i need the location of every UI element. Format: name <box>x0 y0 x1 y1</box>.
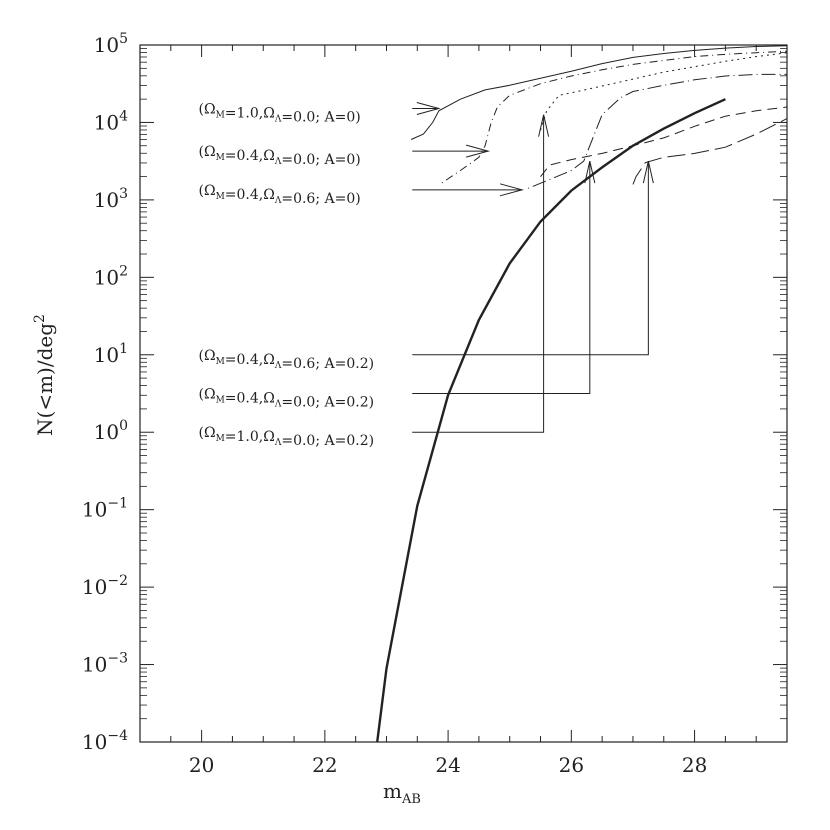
arrow-head <box>538 114 550 137</box>
x-tick-label: 28 <box>682 753 707 777</box>
axis-ticks <box>140 44 788 743</box>
y-tick-label: 105 <box>94 31 128 57</box>
y-tick-label: 10−3 <box>82 651 128 677</box>
x-axis-title: mAB <box>383 779 421 807</box>
y-tick-label: 10−4 <box>82 728 128 754</box>
x-tick-label: 26 <box>559 753 584 777</box>
y-tick-label: 100 <box>94 418 128 444</box>
x-tick-label: 22 <box>312 753 337 777</box>
axis-tick-labels: 20 22 24 26 28 10−4 10−3 10−2 10−1 100 101 102 103 10… <box>82 31 707 777</box>
plot-border <box>139 44 788 743</box>
arrow-head <box>642 161 654 184</box>
annotation-arrow-line <box>412 161 649 356</box>
x-tick-label: 20 <box>189 753 214 777</box>
annotation: (ΩM=1.0,ΩΛ=0.0; A=0.2) <box>198 114 550 449</box>
series-line-dotdash <box>441 50 788 184</box>
series-line-dotted <box>540 52 788 131</box>
annotation-label: (ΩM=1.0,ΩΛ=0.0; A=0.2) <box>198 425 374 449</box>
annotation-label: (ΩM=1.0,ΩΛ=0.0; A=0) <box>198 102 360 126</box>
y-tick-label: 101 <box>94 341 128 367</box>
x-tick-label: 24 <box>435 753 460 777</box>
arrow-head <box>416 102 441 115</box>
series-line-dashed <box>540 106 788 178</box>
annotation: (ΩM=0.4,ΩΛ=0.6; A=0) <box>198 183 524 207</box>
y-tick-label: 10−1 <box>82 496 128 522</box>
y-tick-label: 102 <box>94 263 128 289</box>
annotation: (ΩM=1.0,ΩΛ=0.0; A=0) <box>198 102 441 126</box>
arrow-head <box>466 144 491 158</box>
arrow-head <box>499 183 524 197</box>
annotation-label: (ΩM=0.4,ΩΛ=0.0; A=0.2) <box>198 387 374 411</box>
series-line-solid <box>410 45 788 140</box>
annotation-arrow-line <box>412 161 591 394</box>
annotation: (ΩM=0.4,ΩΛ=0.6; A=0.2) <box>198 161 654 372</box>
series-line-dotlongdash <box>528 73 787 189</box>
arrow-head <box>584 161 596 184</box>
annotation-label: (ΩM=0.4,ΩΛ=0.6; A=0) <box>198 183 360 207</box>
annotation-label: (ΩM=0.4,ΩΛ=0.6; A=0.2) <box>198 348 374 372</box>
y-tick-label: 10−2 <box>82 573 128 599</box>
annotation-arrow-line <box>412 114 545 433</box>
y-tick-label: 104 <box>94 108 128 134</box>
plot-frame <box>139 44 788 743</box>
series-line-longdash <box>632 118 788 185</box>
y-tick-label: 103 <box>94 186 128 212</box>
y-axis-title: N(<m)/deg2 <box>32 314 57 436</box>
annotations-group: (ΩM=1.0,ΩΛ=0.0; A=0) (ΩM=0.4,ΩΛ=0.0; A=0)… <box>198 102 654 449</box>
annotation: (ΩM=0.4,ΩΛ=0.0; A=0.2) <box>198 161 596 411</box>
series-line-thick <box>376 98 726 743</box>
annotation-label: (ΩM=0.4,ΩΛ=0.0; A=0) <box>198 144 360 168</box>
annotation: (ΩM=0.4,ΩΛ=0.0; A=0) <box>198 144 491 168</box>
